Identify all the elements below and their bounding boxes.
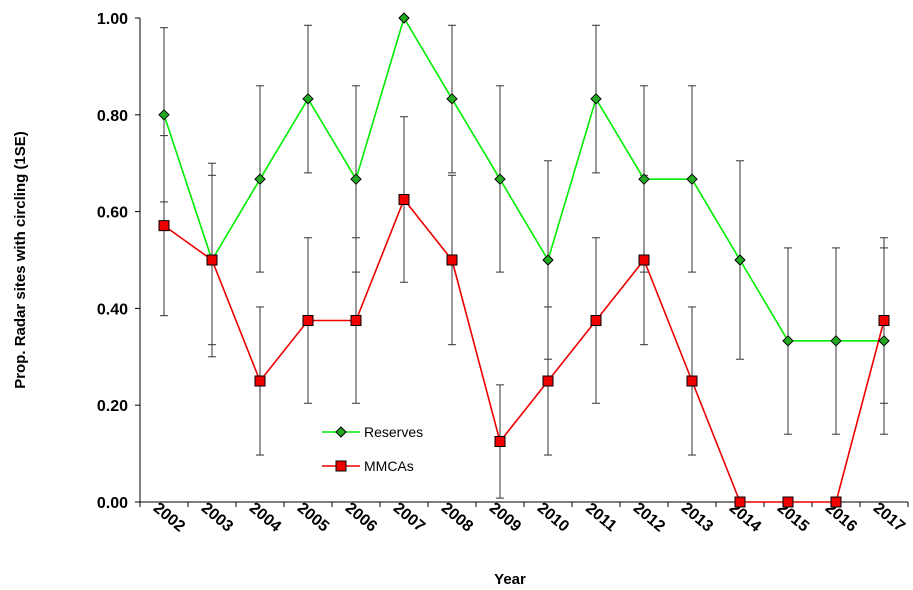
x-axis-title: Year bbox=[494, 571, 526, 588]
data-point-mmcas bbox=[542, 375, 554, 387]
x-tick-label: 2010 bbox=[534, 500, 572, 536]
data-point-mmcas bbox=[686, 375, 698, 387]
data-point-mmcas bbox=[494, 436, 506, 447]
x-tick-label: 2012 bbox=[630, 500, 668, 536]
data-point-mmcas bbox=[782, 496, 794, 508]
data-point-reserves bbox=[590, 93, 602, 105]
data-point-mmcas bbox=[398, 194, 410, 205]
y-tick-label: 0.20 bbox=[97, 398, 128, 415]
x-tick-label: 2006 bbox=[342, 500, 380, 536]
data-point-reserves bbox=[878, 335, 890, 347]
legend-label-mmcas: MMCAs bbox=[364, 458, 414, 474]
data-point-reserves bbox=[494, 173, 506, 185]
legend-label-reserves: Reserves bbox=[364, 424, 423, 440]
axes bbox=[139, 18, 908, 503]
data-point-reserves bbox=[158, 109, 170, 121]
data-point-mmcas bbox=[734, 496, 746, 508]
data-point-reserves bbox=[398, 12, 410, 24]
x-tick-label: 2005 bbox=[294, 500, 332, 536]
data-point-mmcas bbox=[206, 254, 218, 266]
x-tick-label: 2009 bbox=[486, 500, 524, 536]
data-point-mmcas bbox=[446, 254, 458, 266]
y-ticks: 0.00 0.20 0.40 0.60 0.80 1.00 bbox=[97, 11, 140, 512]
y-tick-label: 0.40 bbox=[97, 301, 128, 318]
y-tick-label: 0.00 bbox=[97, 495, 128, 512]
x-tick-label: 2007 bbox=[390, 500, 428, 536]
y-axis-title: Prop. Radar sites with circling (1SE) bbox=[12, 131, 29, 389]
data-point-reserves bbox=[542, 254, 554, 266]
x-tick-label: 2011 bbox=[582, 500, 620, 535]
series-line-mmcas bbox=[163, 197, 885, 503]
data-point-mmcas bbox=[302, 315, 314, 326]
data-point-reserves bbox=[446, 93, 458, 105]
series-lines bbox=[163, 16, 885, 503]
series-line-reserves bbox=[163, 16, 884, 342]
error-bars bbox=[160, 24, 888, 499]
x-tick-label: 2013 bbox=[678, 500, 716, 536]
data-point-mmcas bbox=[638, 254, 650, 266]
legend-item-reserves: Reserves bbox=[322, 424, 423, 440]
x-tick-label: 2002 bbox=[150, 500, 188, 536]
data-point-reserves bbox=[350, 173, 362, 185]
data-point-mmcas bbox=[158, 220, 170, 232]
x-tick-label: 2004 bbox=[246, 500, 284, 536]
data-point-reserves bbox=[254, 173, 266, 185]
data-point-reserves bbox=[734, 254, 746, 266]
data-point-mmcas bbox=[830, 496, 842, 508]
x-tick-label: 2003 bbox=[198, 500, 236, 536]
data-point-mmcas bbox=[254, 375, 266, 387]
y-tick-label: 0.60 bbox=[97, 205, 128, 222]
series-markers bbox=[158, 12, 890, 508]
data-point-reserves bbox=[782, 335, 794, 347]
y-tick-label: 0.80 bbox=[97, 108, 128, 125]
legend-marker-reserves bbox=[335, 426, 347, 438]
legend-marker-mmcas bbox=[335, 460, 347, 472]
data-point-reserves bbox=[638, 173, 650, 185]
legend: Reserves MMCAs bbox=[322, 424, 423, 474]
data-point-reserves bbox=[830, 335, 842, 347]
y-tick-label: 1.00 bbox=[97, 11, 128, 28]
data-point-mmcas bbox=[590, 315, 602, 326]
x-tick-label: 2017 bbox=[870, 500, 908, 536]
data-point-mmcas bbox=[350, 315, 362, 326]
data-point-mmcas bbox=[878, 315, 890, 326]
data-point-reserves bbox=[302, 93, 314, 105]
x-tick-label: 2008 bbox=[438, 500, 476, 536]
legend-item-mmcas: MMCAs bbox=[322, 458, 414, 474]
data-point-reserves bbox=[686, 173, 698, 185]
